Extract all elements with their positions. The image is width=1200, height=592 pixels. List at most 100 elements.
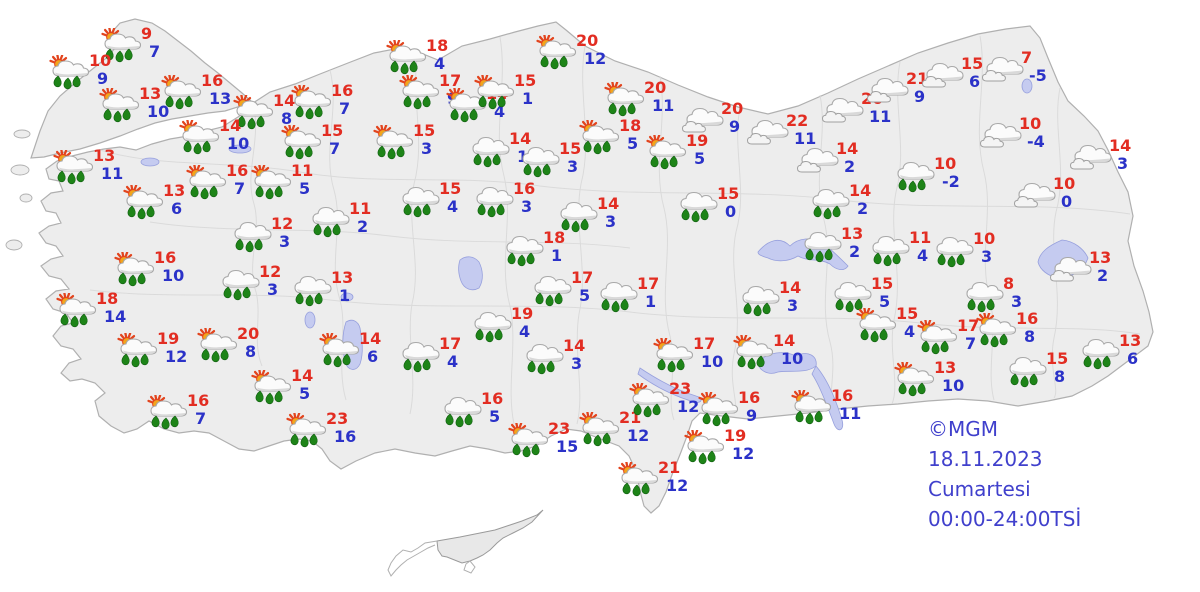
low-temp: 12 (666, 476, 689, 495)
high-temp: 10 (89, 51, 112, 70)
high-temp: 14 (836, 139, 859, 158)
low-temp: 11 (652, 96, 675, 115)
weather-station: 14 3 (556, 195, 619, 234)
sun-behind-rain-cloud-icon (280, 125, 324, 161)
weather-station: 14 6 (318, 330, 381, 369)
weather-station: 15 0 (676, 184, 740, 224)
sun-behind-rain-cloud-icon (285, 413, 329, 449)
high-temp: 20 (576, 31, 599, 50)
sun-behind-rain-cloud-icon (113, 252, 157, 288)
weather-station: 14 10 (732, 331, 803, 371)
low-temp: 4 (904, 322, 916, 341)
high-temp: 14 (849, 181, 872, 200)
rain-cloud-icon (472, 183, 516, 219)
tigris-river (637, 367, 702, 403)
high-temp: 13 (841, 224, 864, 243)
rain-cloud-icon (218, 266, 262, 302)
sun-behind-rain-cloud-icon (290, 85, 334, 121)
lake-tuz (458, 256, 483, 291)
high-temp: 15 (413, 121, 436, 140)
low-temp: 12 (732, 444, 755, 463)
province-borders (89, 35, 1141, 425)
high-temp: 16 (831, 386, 854, 405)
cloudy-icon (1068, 140, 1112, 176)
rain-cloud-icon (470, 308, 514, 344)
sun-behind-rain-cloud-icon (697, 392, 741, 428)
weather-station: 13 10 (893, 358, 964, 398)
low-temp: 8 (1054, 367, 1066, 386)
sun-behind-rain-cloud-icon (975, 313, 1019, 349)
sun-behind-rain-cloud-icon (178, 120, 222, 156)
high-temp: 15 (717, 184, 740, 203)
rain-cloud-icon (522, 340, 566, 376)
rain-cloud-icon (530, 272, 574, 308)
high-temp: 16 (201, 71, 224, 90)
weather-station: 19 12 (116, 329, 187, 369)
sun-behind-rain-cloud-icon (52, 150, 96, 186)
low-temp: 9 (746, 406, 758, 425)
high-temp: 11 (349, 199, 372, 218)
sun-behind-rain-cloud-icon (916, 320, 960, 356)
low-temp: 3 (787, 296, 799, 315)
low-temp: 4 (917, 246, 929, 265)
high-temp: 18 (426, 36, 449, 55)
weather-station: 18 14 (55, 290, 127, 329)
low-temp: 14 (104, 307, 127, 326)
high-temp: 17 (439, 71, 462, 90)
low-temp: 12 (677, 397, 700, 416)
weather-station: 18 1 (502, 229, 565, 268)
high-temp: 18 (619, 116, 642, 135)
rain-cloud-icon (398, 183, 442, 219)
low-temp: 1 (551, 246, 563, 265)
high-temp: 13 (934, 358, 957, 377)
high-temp: 14 (1109, 136, 1132, 155)
sun-behind-rain-cloud-icon (146, 395, 190, 431)
weather-station: 22 11 (745, 112, 817, 151)
low-temp: 11 (839, 404, 862, 423)
low-temp: 2 (1097, 266, 1109, 285)
rain-cloud-icon (502, 232, 546, 268)
low-temp: 11 (794, 129, 817, 148)
rain-cloud-icon (738, 282, 782, 318)
sun-behind-rain-cloud-icon (122, 185, 166, 221)
high-temp: 16 (226, 161, 249, 180)
rain-cloud-icon (808, 185, 852, 221)
low-temp: 16 (334, 427, 357, 446)
low-temp: 10 (227, 134, 250, 153)
high-temp: 14 (273, 91, 296, 110)
sun-behind-rain-cloud-icon (250, 165, 294, 201)
low-temp: 5 (879, 292, 891, 311)
weather-station: 17 5 (530, 269, 593, 308)
weather-station: 14 3 (1068, 136, 1132, 176)
high-temp: 10 (1019, 114, 1042, 133)
weather-station: 13 6 (1078, 332, 1141, 371)
weather-station: 14 3 (522, 337, 585, 376)
weather-station: 13 1 (290, 269, 353, 308)
low-temp: 4 (434, 54, 446, 73)
high-temp: 14 (773, 331, 796, 350)
high-temp: 19 (157, 329, 180, 348)
lake-cildir (1021, 78, 1033, 94)
weather-station: 14 5 (250, 367, 313, 406)
weather-station: 16 8 (975, 310, 1038, 349)
low-temp: 3 (267, 280, 279, 299)
weather-station: 15 4 (855, 305, 918, 344)
high-temp: 14 (779, 278, 802, 297)
lake-aksehir (340, 292, 354, 302)
weather-station: 23 12 (628, 380, 700, 419)
high-temp: 17 (439, 334, 462, 353)
low-temp: 4 (447, 352, 459, 371)
weather-station: 12 3 (230, 215, 293, 254)
weather-station: 16 9 (697, 389, 760, 428)
weather-station: 17 1 (596, 275, 659, 314)
aegean-islands (5, 129, 33, 251)
weather-station: 19 5 (645, 132, 708, 171)
rain-cloud-icon (468, 133, 512, 169)
weather-station: 13 2 (800, 224, 864, 264)
low-temp: 7 (329, 139, 341, 158)
weather-station: 13 6 (122, 182, 185, 221)
sun-behind-rain-cloud-icon (185, 165, 229, 201)
date-text: 18.11.2023 (928, 447, 1043, 471)
high-temp: 19 (511, 304, 534, 323)
